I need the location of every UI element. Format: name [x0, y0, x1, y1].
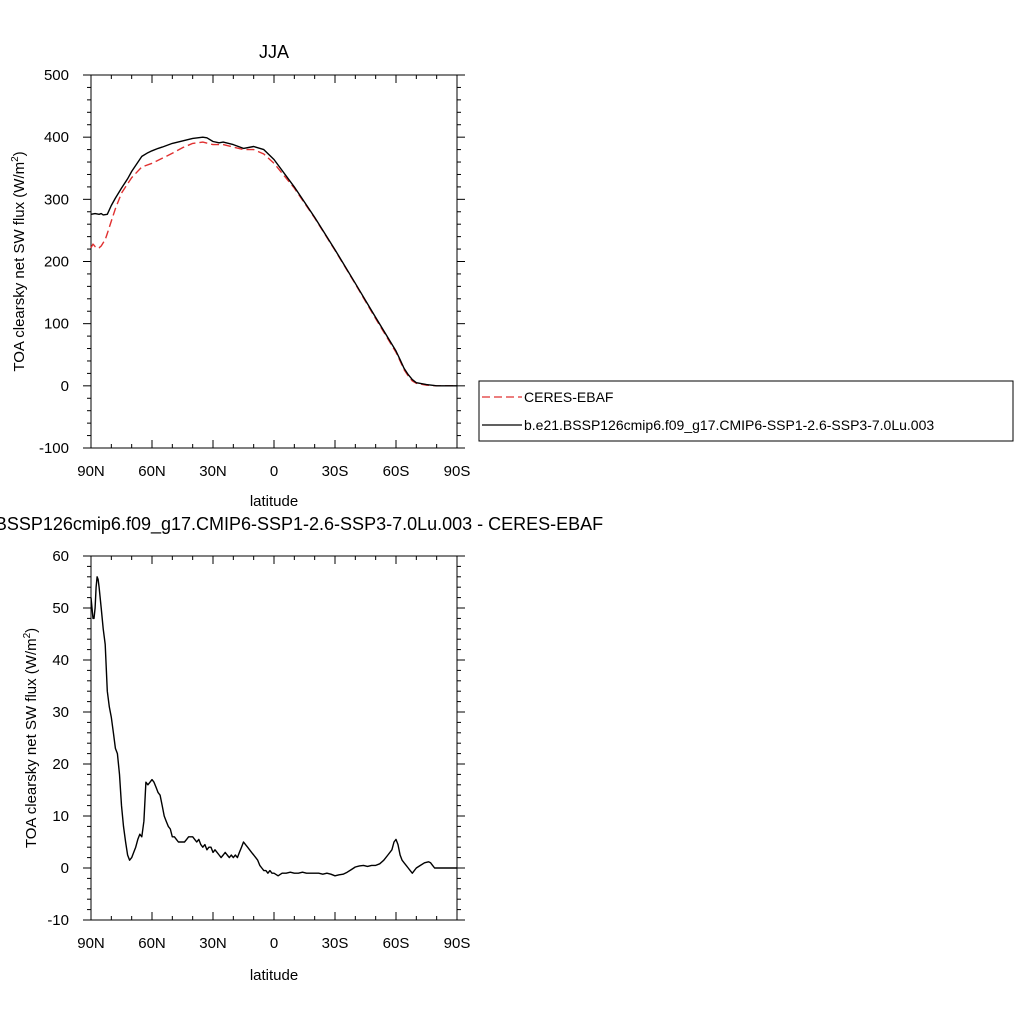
ceres-ebaf-line — [90, 141, 457, 387]
y-tick-label: 300 — [44, 191, 69, 208]
x-tick-label: 0 — [270, 935, 278, 952]
y-axis-label-superscript: 2 — [22, 632, 33, 638]
x-tick-label: 30N — [199, 935, 227, 952]
y-tick-label: 0 — [61, 860, 69, 877]
series-lines — [90, 576, 457, 877]
x-tick-label: 30N — [199, 463, 227, 480]
plot-frame — [90, 555, 458, 921]
x-tick-label: 30S — [322, 935, 349, 952]
y-tick-label: 40 — [52, 652, 69, 669]
chart-title: b.e21.BSSP126cmip6.f09_g17.CMIP6-SSP1-2.… — [0, 514, 603, 535]
y-axis-label: TOA clearsky net SW flux (W/m2) — [10, 151, 28, 371]
x-tick-label: 90N — [77, 935, 105, 952]
model-line — [90, 136, 457, 387]
y-tick-label: 500 — [44, 67, 69, 84]
x-tick-labels: 90N 60N 30N 0 30S 60S 90S — [77, 935, 470, 952]
x-axis-label: latitude — [250, 493, 298, 510]
y-axis-label-main: TOA clearsky net SW flux (W/m — [11, 162, 28, 372]
legend-label-model: b.e21.BSSP126cmip6.f09_g17.CMIP6-SSP1-2.… — [524, 417, 934, 433]
series-lines — [90, 136, 457, 387]
y-tick-label: -10 — [47, 912, 69, 929]
y-tick-label: 400 — [44, 129, 69, 146]
x-tick-label: 60S — [383, 463, 410, 480]
y-axis-label-end: ) — [11, 151, 28, 156]
y-axis-label-superscript: 2 — [10, 156, 21, 162]
tick-marks — [83, 555, 465, 921]
x-axis-label: latitude — [250, 967, 298, 984]
y-tick-label: 10 — [52, 808, 69, 825]
tick-marks — [83, 74, 465, 449]
y-tick-labels: -10 0 10 20 30 40 50 60 — [47, 548, 69, 929]
y-tick-label: -100 — [39, 440, 69, 457]
y-axis-label-main: TOA clearsky net SW flux (W/m — [23, 638, 40, 848]
x-tick-label: 90N — [77, 463, 105, 480]
y-tick-label: 100 — [44, 316, 69, 333]
mean-flux-panel: JJA 90N 60N 30N 0 30S 60S 90S -100 0 100 200 300 40… — [10, 42, 470, 510]
y-tick-label: 0 — [61, 378, 69, 395]
x-tick-label: 60N — [138, 935, 166, 952]
y-axis-label-end: ) — [23, 628, 40, 633]
x-tick-label: 60S — [383, 935, 410, 952]
chart-title: JJA — [259, 42, 289, 62]
difference-panel: b.e21.BSSP126cmip6.f09_g17.CMIP6-SSP1-2.… — [0, 514, 603, 984]
x-tick-label: 60N — [138, 463, 166, 480]
x-tick-label: 90S — [444, 935, 471, 952]
difference-line — [90, 576, 457, 877]
y-tick-labels: -100 0 100 200 300 400 500 — [39, 67, 69, 457]
x-tick-label: 90S — [444, 463, 471, 480]
x-tick-label: 30S — [322, 463, 349, 480]
y-tick-label: 30 — [52, 704, 69, 721]
plot-frame — [90, 74, 458, 449]
legend: CERES-EBAF b.e21.BSSP126cmip6.f09_g17.CM… — [478, 380, 1014, 442]
y-tick-label: 20 — [52, 756, 69, 773]
y-tick-label: 200 — [44, 254, 69, 271]
x-tick-label: 0 — [270, 463, 278, 480]
y-axis-label: TOA clearsky net SW flux (W/m2) — [22, 628, 40, 848]
y-tick-label: 60 — [52, 548, 69, 565]
legend-label-ceres: CERES-EBAF — [524, 389, 613, 405]
legend-box — [478, 380, 1014, 442]
x-tick-labels: 90N 60N 30N 0 30S 60S 90S — [77, 463, 470, 480]
y-tick-label: 50 — [52, 600, 69, 617]
